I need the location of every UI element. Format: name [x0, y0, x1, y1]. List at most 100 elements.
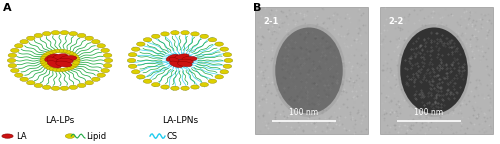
- Ellipse shape: [181, 86, 190, 90]
- Ellipse shape: [152, 34, 160, 38]
- Ellipse shape: [44, 53, 51, 56]
- Ellipse shape: [60, 68, 68, 72]
- Ellipse shape: [223, 64, 232, 68]
- Ellipse shape: [42, 55, 48, 58]
- Ellipse shape: [97, 44, 106, 48]
- Ellipse shape: [78, 33, 86, 38]
- Text: 100 nm: 100 nm: [414, 108, 444, 117]
- Ellipse shape: [56, 68, 64, 72]
- Ellipse shape: [178, 59, 194, 64]
- Ellipse shape: [14, 44, 23, 48]
- Ellipse shape: [152, 83, 160, 87]
- Ellipse shape: [8, 58, 16, 63]
- Ellipse shape: [30, 43, 90, 77]
- Ellipse shape: [8, 64, 16, 68]
- Ellipse shape: [52, 68, 60, 72]
- Ellipse shape: [70, 65, 76, 68]
- Ellipse shape: [67, 51, 74, 55]
- Ellipse shape: [170, 86, 179, 90]
- Ellipse shape: [200, 34, 208, 38]
- Ellipse shape: [128, 53, 137, 57]
- Ellipse shape: [72, 55, 78, 58]
- Ellipse shape: [14, 73, 23, 77]
- Text: B: B: [252, 3, 261, 13]
- Ellipse shape: [190, 85, 199, 89]
- Ellipse shape: [161, 85, 170, 89]
- Ellipse shape: [272, 24, 345, 117]
- Ellipse shape: [132, 47, 140, 51]
- Ellipse shape: [144, 38, 152, 42]
- Ellipse shape: [208, 38, 216, 42]
- Ellipse shape: [73, 59, 80, 62]
- Ellipse shape: [2, 134, 13, 138]
- Ellipse shape: [85, 36, 94, 40]
- Ellipse shape: [174, 54, 189, 59]
- Ellipse shape: [170, 61, 183, 68]
- Ellipse shape: [52, 54, 68, 60]
- Bar: [380, 7, 492, 134]
- Text: 100 nm: 100 nm: [290, 108, 318, 117]
- Ellipse shape: [34, 83, 42, 88]
- Ellipse shape: [144, 79, 152, 83]
- Ellipse shape: [170, 57, 181, 65]
- Ellipse shape: [64, 50, 71, 54]
- Ellipse shape: [132, 70, 140, 74]
- Ellipse shape: [44, 54, 58, 62]
- Ellipse shape: [52, 86, 60, 90]
- Ellipse shape: [8, 53, 16, 57]
- Ellipse shape: [60, 31, 68, 35]
- Ellipse shape: [101, 68, 110, 73]
- Ellipse shape: [224, 58, 232, 63]
- Ellipse shape: [40, 57, 48, 60]
- Ellipse shape: [42, 85, 51, 89]
- Ellipse shape: [65, 134, 75, 138]
- Ellipse shape: [40, 59, 47, 62]
- Ellipse shape: [85, 81, 94, 85]
- Ellipse shape: [200, 83, 208, 87]
- Ellipse shape: [40, 61, 48, 64]
- Ellipse shape: [215, 75, 224, 79]
- Ellipse shape: [78, 83, 86, 88]
- Ellipse shape: [220, 47, 228, 51]
- Ellipse shape: [49, 67, 56, 71]
- Ellipse shape: [47, 61, 62, 68]
- Ellipse shape: [400, 28, 468, 114]
- Text: 2-1: 2-1: [264, 17, 279, 26]
- Ellipse shape: [275, 28, 343, 114]
- Ellipse shape: [161, 32, 170, 36]
- Ellipse shape: [69, 32, 78, 36]
- Ellipse shape: [56, 61, 72, 67]
- Text: LA: LA: [16, 132, 27, 141]
- Ellipse shape: [104, 64, 112, 68]
- Ellipse shape: [67, 66, 74, 70]
- Ellipse shape: [20, 40, 28, 44]
- Ellipse shape: [70, 53, 76, 56]
- Ellipse shape: [47, 57, 60, 65]
- Ellipse shape: [60, 55, 77, 61]
- Ellipse shape: [208, 79, 216, 83]
- Ellipse shape: [10, 48, 19, 53]
- Ellipse shape: [10, 68, 19, 73]
- Ellipse shape: [215, 42, 224, 46]
- Ellipse shape: [44, 65, 51, 68]
- Ellipse shape: [34, 33, 42, 38]
- Ellipse shape: [92, 40, 100, 44]
- Ellipse shape: [104, 53, 112, 57]
- Ellipse shape: [56, 49, 64, 53]
- Ellipse shape: [136, 42, 145, 46]
- Ellipse shape: [97, 73, 106, 77]
- Bar: [255, 7, 368, 134]
- Ellipse shape: [181, 31, 190, 35]
- Ellipse shape: [46, 51, 53, 55]
- Ellipse shape: [128, 58, 136, 63]
- Ellipse shape: [398, 24, 470, 117]
- Ellipse shape: [72, 63, 78, 66]
- Ellipse shape: [26, 81, 35, 85]
- Ellipse shape: [220, 70, 228, 74]
- Ellipse shape: [56, 58, 73, 64]
- Text: A: A: [2, 3, 11, 13]
- Ellipse shape: [60, 86, 68, 90]
- Ellipse shape: [42, 63, 48, 66]
- Ellipse shape: [52, 49, 60, 53]
- Ellipse shape: [170, 31, 179, 35]
